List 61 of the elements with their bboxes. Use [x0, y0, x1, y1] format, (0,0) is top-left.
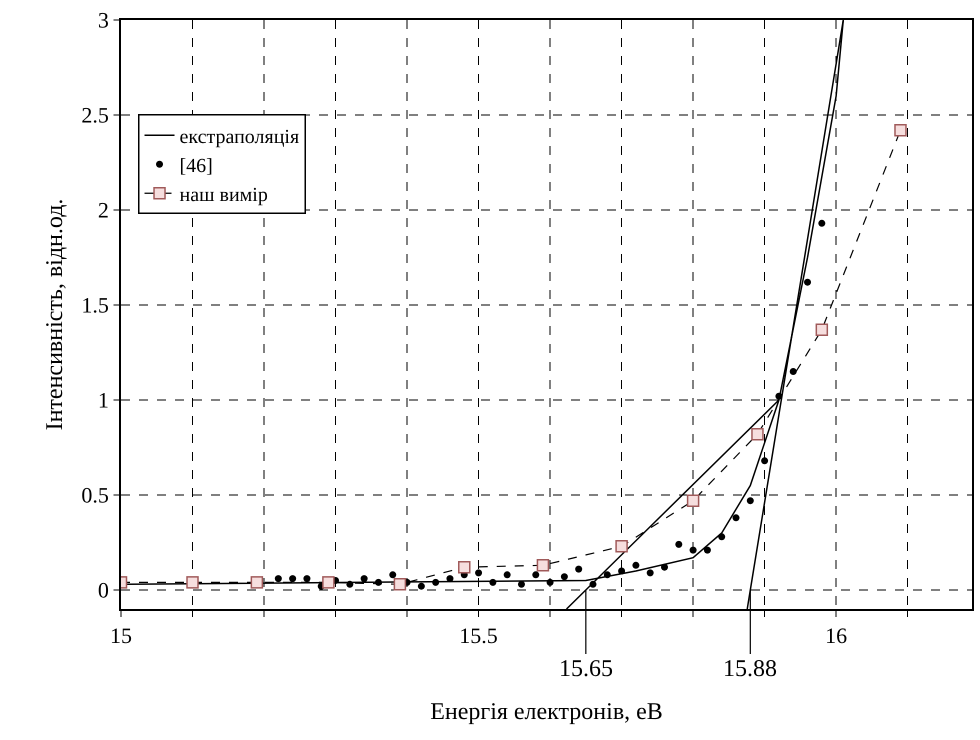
point: [322, 576, 335, 589]
point: [804, 278, 812, 286]
point: [489, 578, 496, 586]
y-tick-label: 1.5: [81, 292, 109, 318]
point: [894, 124, 907, 136]
point: [575, 566, 582, 573]
point: [475, 569, 482, 576]
y-tick-label: 2: [98, 198, 109, 223]
point: [718, 533, 726, 540]
point: [675, 540, 682, 548]
point: [394, 578, 406, 591]
point: [458, 560, 471, 574]
point: [604, 571, 611, 578]
point: [818, 220, 826, 227]
point: [690, 546, 697, 554]
point: [560, 573, 568, 580]
point: [686, 494, 700, 507]
point: [303, 575, 310, 582]
point: [274, 575, 282, 582]
point: [186, 576, 199, 589]
y-tick-label: 3: [98, 8, 109, 33]
point: [518, 580, 525, 588]
annotation: 15.65: [559, 656, 613, 682]
point: [632, 562, 640, 569]
point: [532, 571, 540, 578]
point: [418, 582, 425, 590]
point: [790, 368, 797, 375]
x-tick-label: 15.5: [459, 623, 498, 648]
point: [704, 546, 711, 554]
point: [732, 514, 740, 522]
point: [751, 428, 764, 440]
y-axis-title: Інтенсивність, відн.од.: [42, 198, 68, 430]
point: [504, 571, 511, 578]
y-tick-label: 0: [98, 578, 109, 603]
legend-label: екстраполяція: [180, 126, 300, 148]
point: [615, 540, 628, 553]
point: [746, 497, 754, 504]
point: [761, 457, 768, 464]
point: [589, 580, 596, 588]
point: [661, 564, 668, 571]
point: [250, 576, 264, 589]
point: [816, 323, 828, 336]
legend-label: наш вимір: [180, 184, 268, 206]
point: [536, 559, 550, 572]
point: [646, 569, 654, 576]
annotation: 15.88: [723, 656, 777, 682]
legend-label: [46]: [180, 155, 213, 178]
point: [432, 578, 440, 586]
point: [546, 578, 554, 586]
point: [618, 568, 626, 574]
x-tick-label: 16: [825, 623, 848, 648]
point: [446, 575, 454, 582]
y-tick-label: 1: [98, 388, 109, 413]
x-tick-label: 15: [110, 623, 132, 648]
point: [360, 575, 368, 582]
point: [289, 575, 296, 582]
x-axis-title: Енергія електронів, еВ: [430, 698, 663, 725]
y-tick-label: 2.5: [81, 102, 109, 128]
point: [389, 571, 396, 578]
point: [346, 580, 354, 588]
y-tick-label: 0.5: [81, 482, 109, 508]
